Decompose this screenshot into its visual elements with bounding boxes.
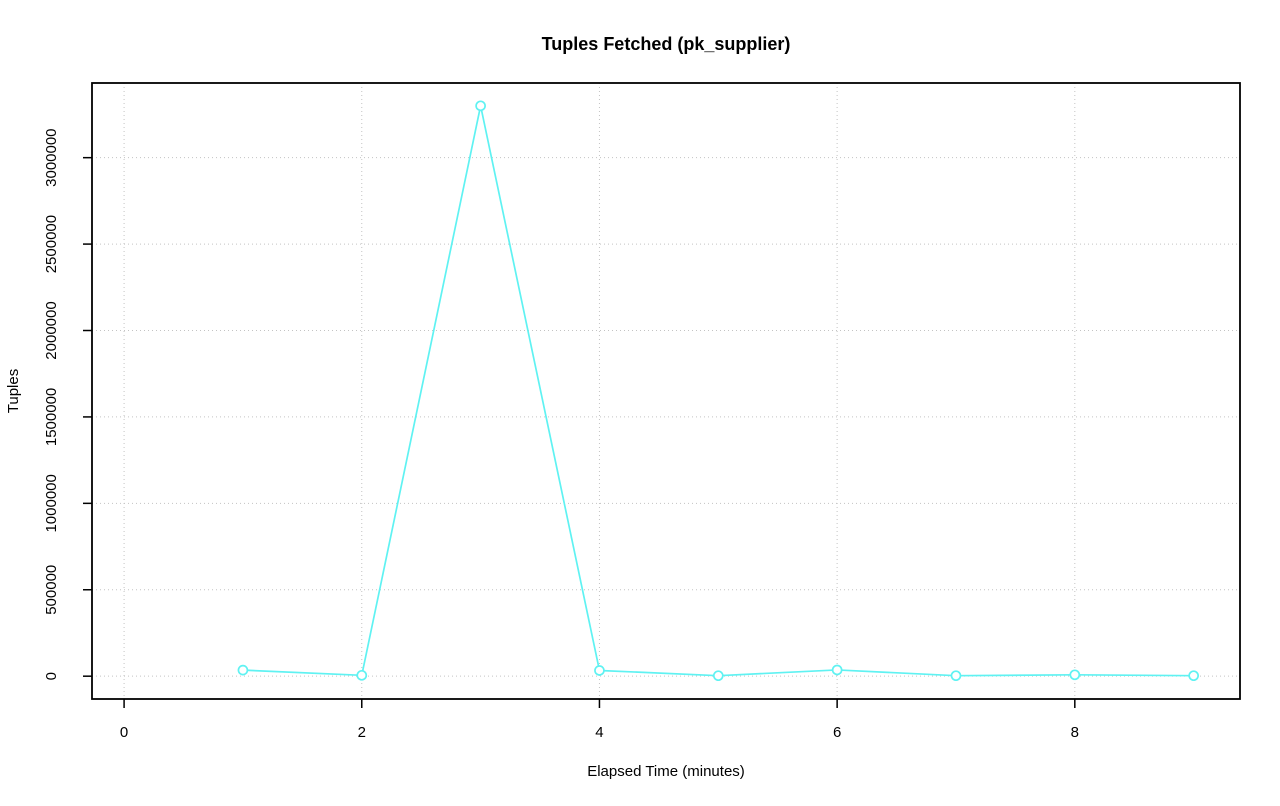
y-tick-label: 2500000 <box>43 215 60 273</box>
plot-border <box>91 82 1241 700</box>
x-tick-label: 8 <box>1071 724 1079 741</box>
y-tick-label: 1000000 <box>43 474 60 532</box>
x-tick-label: 0 <box>120 724 128 741</box>
data-point <box>1188 670 1200 682</box>
y-tick-label: 0 <box>43 672 60 680</box>
data-point <box>950 670 962 682</box>
data-point <box>1069 669 1081 681</box>
x-tick-label: 6 <box>833 724 841 741</box>
data-point <box>475 100 486 112</box>
x-axis-title: Elapsed Time (minutes) <box>587 763 745 780</box>
data-point <box>594 665 605 676</box>
data-line <box>242 104 1194 677</box>
data-point <box>356 669 368 681</box>
y-tick-label: 2000000 <box>43 301 60 359</box>
x-tick-label: 4 <box>595 724 603 741</box>
axis-tick-label-layer: 0 2 4 6 8 0 500000 1000000 1500000 2000000 2500000… <box>43 128 1079 741</box>
y-tick-label: 500000 <box>43 565 60 615</box>
chart-title: Tuples Fetched (pk_supplier) <box>542 34 791 54</box>
y-tick-label: 1500000 <box>43 388 60 446</box>
data-point <box>712 670 724 682</box>
axis-tick-layer <box>83 156 1076 708</box>
data-series-layer <box>237 100 1200 682</box>
y-axis-title: Tuples <box>5 369 22 413</box>
y-tick-label: 3000000 <box>43 128 60 186</box>
x-tick-label: 2 <box>358 724 366 741</box>
data-point <box>237 664 249 676</box>
gridline-layer <box>92 83 1240 699</box>
data-point <box>831 664 843 676</box>
